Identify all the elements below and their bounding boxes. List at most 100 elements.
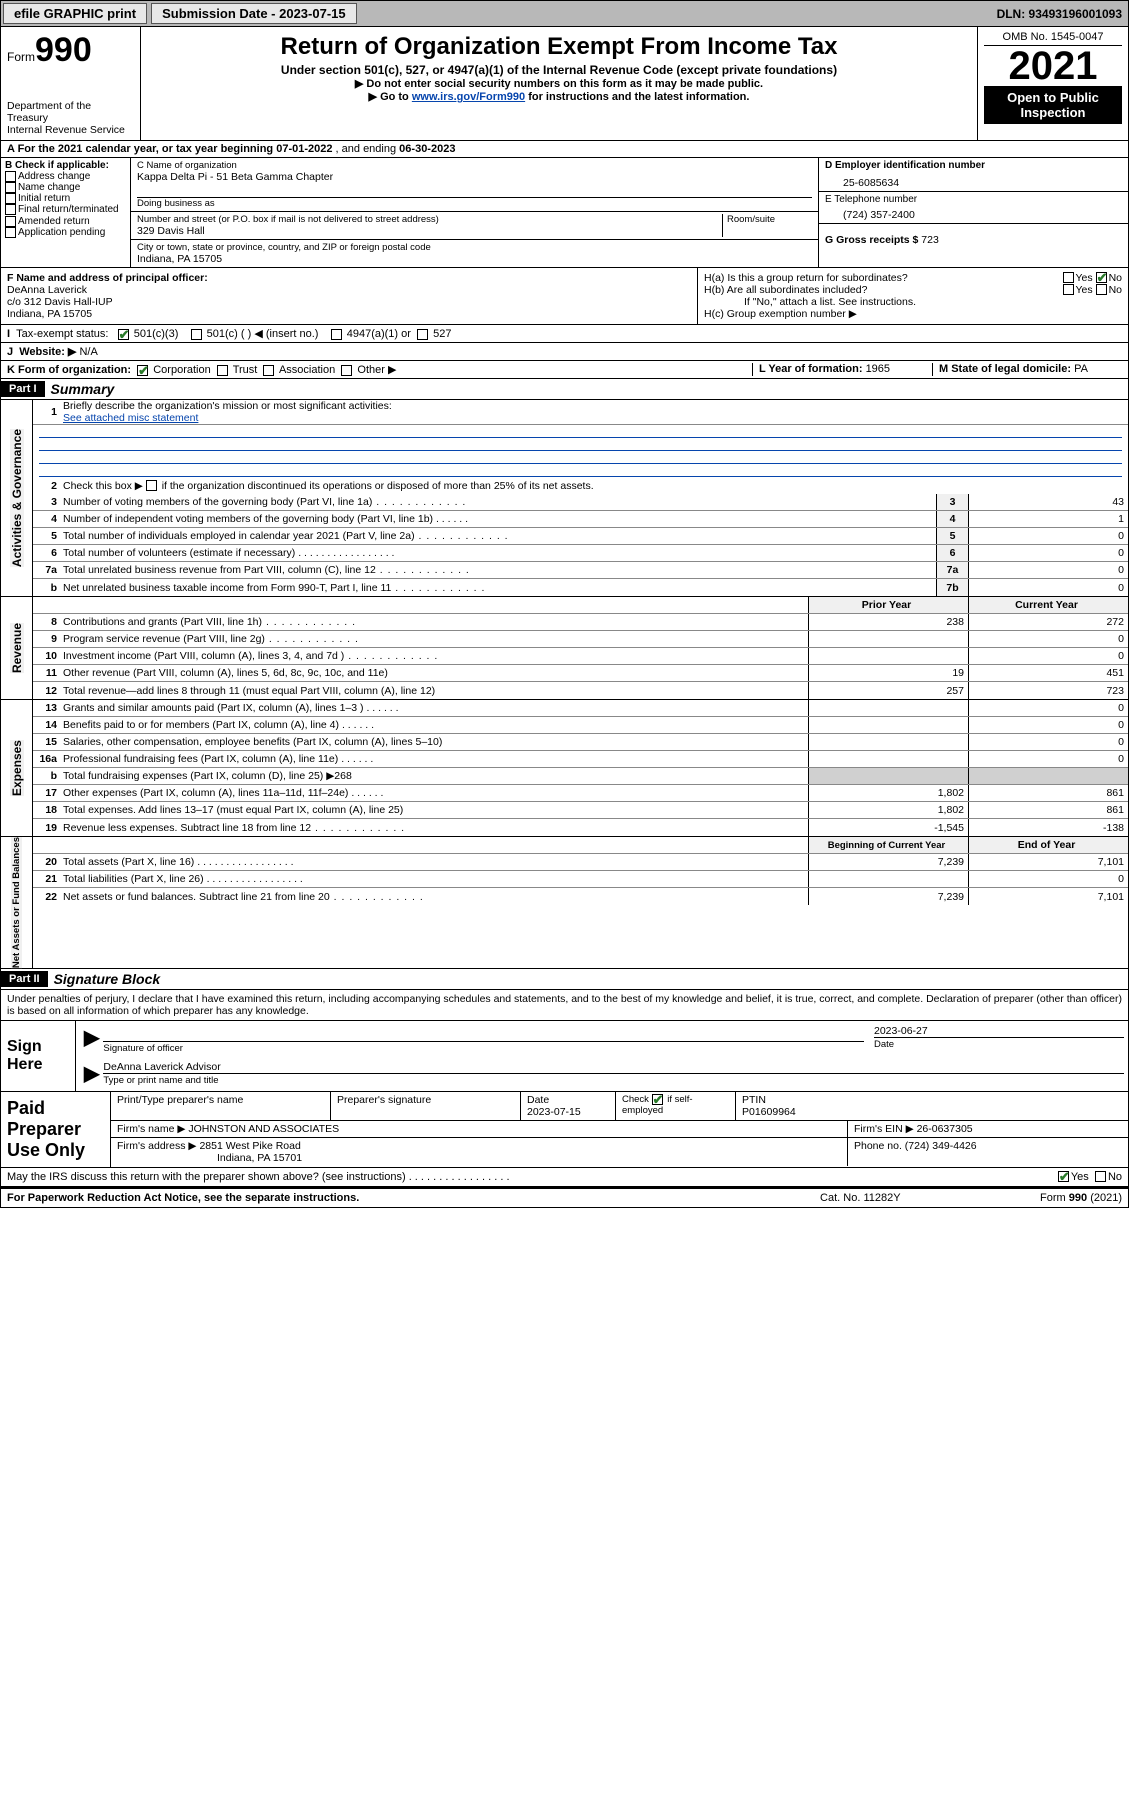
form-number: 990 — [35, 31, 92, 69]
chk-amended-return[interactable] — [5, 216, 16, 227]
open-inspection: Open to Public Inspection — [984, 86, 1122, 124]
sub-label: Submission Date - — [162, 6, 279, 21]
gross-receipts-label: G Gross receipts $ — [825, 234, 921, 246]
org-name: Kappa Delta Pi - 51 Beta Gamma Chapter — [137, 171, 812, 183]
ein-label: D Employer identification number — [825, 160, 1122, 171]
ha-yes[interactable] — [1063, 272, 1074, 283]
part-1-title: Summary — [45, 379, 121, 399]
discuss-question: May the IRS discuss this return with the… — [7, 1171, 1058, 1183]
line-16a: Professional fundraising fees (Part IX, … — [61, 753, 808, 765]
city-state-zip: Indiana, PA 15705 — [137, 253, 812, 265]
part-2-badge: Part II — [1, 971, 48, 987]
paid-preparer-section: Paid Preparer Use Only Print/Type prepar… — [0, 1092, 1129, 1168]
form990-link[interactable]: www.irs.gov/Form990 — [412, 91, 525, 103]
prior-16a — [808, 751, 968, 767]
chk-self-employed[interactable] — [652, 1094, 663, 1105]
officer-name: DeAnna Laverick — [7, 284, 691, 296]
hdr-beginning: Beginning of Current Year — [808, 837, 968, 853]
row-klm: K Form of organization: Corporation Trus… — [0, 361, 1129, 379]
prior-9 — [808, 631, 968, 647]
officer-label: F Name and address of principal officer: — [7, 272, 691, 284]
curr-11: 451 — [968, 665, 1128, 681]
part-1-badge: Part I — [1, 381, 45, 397]
chk-app-pending[interactable] — [5, 227, 16, 238]
domicile-value: PA — [1074, 363, 1088, 375]
chk-final-return[interactable] — [5, 204, 16, 215]
firm-addr-lbl: Firm's address ▶ — [117, 1140, 199, 1152]
row-a-label: A For the 2021 calendar year, or tax yea… — [7, 143, 276, 155]
firm-ein-lbl: Firm's EIN ▶ — [854, 1123, 917, 1135]
line-14: Benefits paid to or for members (Part IX… — [61, 719, 808, 731]
chk-other[interactable] — [341, 365, 352, 376]
line-20: Total assets (Part X, line 16) — [61, 856, 808, 868]
ha-no[interactable] — [1096, 272, 1107, 283]
prior-13 — [808, 700, 968, 716]
chk-name-change[interactable] — [5, 182, 16, 193]
chk-501c3[interactable] — [118, 329, 129, 340]
room-label: Room/suite — [722, 214, 812, 237]
firm-name-lbl: Firm's name ▶ — [117, 1123, 188, 1135]
dept: Department of the Treasury — [7, 100, 134, 124]
val-7b: 0 — [968, 579, 1128, 596]
cat-no: Cat. No. 11282Y — [820, 1192, 1040, 1204]
chk-address-change[interactable] — [5, 171, 16, 182]
line-15: Salaries, other compensation, employee b… — [61, 736, 808, 748]
col-b-header: B Check if applicable: — [5, 160, 126, 171]
signature-section: Under penalties of perjury, I declare th… — [0, 990, 1129, 1092]
chk-501c[interactable] — [191, 329, 202, 340]
chk-assoc[interactable] — [263, 365, 274, 376]
addr-label: Number and street (or P.O. box if mail i… — [137, 214, 722, 225]
tax-status-label: Tax-exempt status: — [16, 328, 108, 340]
beg-20: 7,239 — [808, 854, 968, 870]
pra-notice: For Paperwork Reduction Act Notice, see … — [7, 1192, 820, 1204]
domicile-label: M State of legal domicile: — [939, 363, 1074, 375]
footer-discuss: May the IRS discuss this return with the… — [0, 1168, 1129, 1187]
form-word: Form — [7, 50, 35, 64]
section-fh: F Name and address of principal officer:… — [0, 268, 1129, 325]
val-6: 0 — [968, 545, 1128, 561]
prep-selfemp-pre: Check — [622, 1094, 652, 1105]
hb-note: If "No," attach a list. See instructions… — [704, 296, 1122, 308]
part-2-title: Signature Block — [48, 969, 167, 989]
chk-discuss-no[interactable] — [1095, 1171, 1106, 1182]
website-label: Website: ▶ — [19, 346, 76, 358]
line-16b-pre: Total fundraising expenses (Part IX, col… — [63, 770, 334, 782]
efile-print-button[interactable]: efile GRAPHIC print — [3, 3, 147, 24]
lbl-trust: Trust — [233, 364, 258, 376]
lbl-527: 527 — [433, 328, 451, 340]
chk-discuss-yes[interactable] — [1058, 1171, 1069, 1182]
chk-527[interactable] — [417, 329, 428, 340]
instr2-pre: Go to — [380, 91, 412, 103]
form-org-label: K Form of organization: — [7, 364, 131, 376]
firm-addr: 2851 West Pike Road — [199, 1140, 300, 1152]
chk-initial-return[interactable] — [5, 193, 16, 204]
sig-date-label: Date — [874, 1037, 1124, 1051]
chk-4947[interactable] — [331, 329, 342, 340]
chk-trust[interactable] — [217, 365, 228, 376]
city-label: City or town, state or province, country… — [137, 242, 812, 253]
misc-statement-link[interactable]: See attached misc statement — [63, 412, 198, 424]
part-1-header: Part I Summary — [0, 379, 1129, 400]
rule-line — [39, 438, 1122, 451]
sign-here-label: Sign Here — [1, 1021, 76, 1091]
prior-18: 1,802 — [808, 802, 968, 818]
phone-label: E Telephone number — [825, 194, 1122, 205]
hb-label: H(b) Are all subordinates included? — [704, 284, 1063, 296]
topbar: efile GRAPHIC print Submission Date - 20… — [0, 0, 1129, 27]
submission-date-button[interactable]: Submission Date - 2023-07-15 — [151, 3, 357, 24]
tax-year-begin: 07-01-2022 — [276, 143, 332, 155]
hb-no[interactable] — [1096, 284, 1107, 295]
chk-corp[interactable] — [137, 365, 148, 376]
col-de: D Employer identification number 25-6085… — [818, 158, 1128, 267]
end-20: 7,101 — [968, 854, 1128, 870]
curr-13: 0 — [968, 700, 1128, 716]
irs: Internal Revenue Service — [7, 124, 134, 136]
line-13: Grants and similar amounts paid (Part IX… — [61, 702, 808, 714]
hb-yes[interactable] — [1063, 284, 1074, 295]
curr-16b — [968, 768, 1128, 784]
chk-discontinued[interactable] — [146, 480, 157, 491]
curr-8: 272 — [968, 614, 1128, 630]
perjury-declaration: Under penalties of perjury, I declare th… — [1, 990, 1128, 1020]
lbl-app-pending: Application pending — [18, 227, 105, 238]
curr-14: 0 — [968, 717, 1128, 733]
